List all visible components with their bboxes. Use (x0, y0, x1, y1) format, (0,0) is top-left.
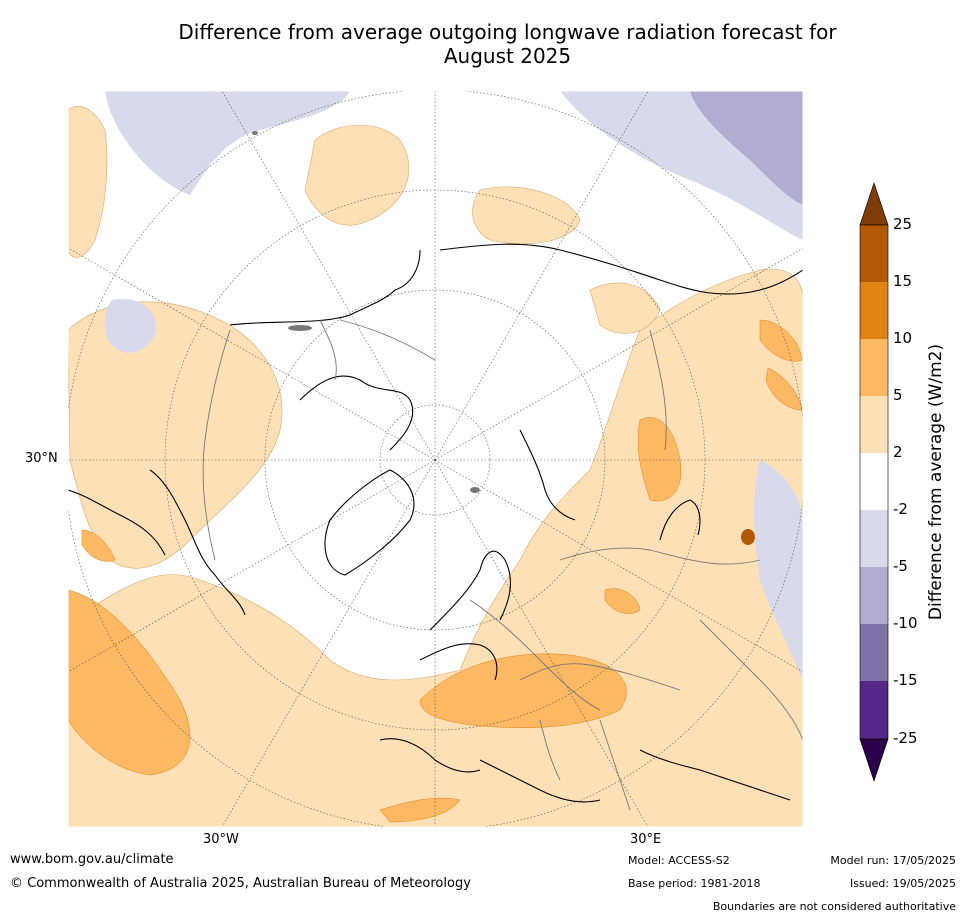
model-run-text: Model run: 17/05/2025 (830, 854, 956, 867)
lon-label-30e: 30°E (630, 832, 662, 847)
issued-text: Issued: 19/05/2025 (849, 877, 956, 890)
title-line-2: August 2025 (443, 44, 572, 68)
website-link[interactable]: www.bom.gov.au/climate (10, 852, 174, 867)
colorbar-outline (859, 224, 889, 740)
colorbar-segment-10-15 (860, 282, 888, 339)
map-panel (68, 91, 803, 827)
colorbar-tick: -2 (893, 500, 908, 518)
colorbar-tick: -5 (893, 557, 908, 575)
colorbar-tick: 5 (893, 386, 903, 404)
colorbar-segment-5-10 (860, 339, 888, 396)
lon-label-30w: 30°W (203, 832, 239, 847)
anomaly-neg5-to-neg10 (690, 91, 803, 205)
coastlines (68, 243, 803, 803)
disclaimer-text: Boundaries are not considered authoritat… (712, 900, 956, 913)
copyright-text: © Commonwealth of Australia 2025, Austra… (10, 876, 471, 891)
colorbar-segment-15-25 (860, 225, 888, 282)
colorbar-segment-neg25-neg15 (860, 681, 888, 739)
country-boundaries (202, 319, 803, 811)
colorbar-tick: -15 (893, 671, 918, 689)
colorbar-extend-min (859, 738, 889, 782)
anomaly-10-to-25 (741, 529, 755, 545)
colorbar-segment-2-5 (860, 396, 888, 453)
colorbar-segment-neg5-neg2 (860, 510, 888, 567)
title-line-1: Difference from average outgoing longwav… (178, 20, 837, 44)
colorbar-segment-neg2-2 (860, 453, 888, 510)
colorbar (859, 182, 889, 782)
map-frame (67, 90, 804, 828)
colorbar-tick: -10 (893, 614, 918, 632)
anomaly-5-to-10 (68, 319, 803, 823)
colorbar-tick: 25 (893, 215, 913, 233)
sea-ice (252, 131, 480, 493)
colorbar-segment-neg10-neg5 (860, 567, 888, 624)
colorbar-tick: 2 (893, 443, 903, 461)
map-title: Difference from average outgoing longwav… (60, 20, 955, 68)
graticule (68, 91, 803, 827)
model-text: Model: ACCESS-S2 (628, 854, 730, 867)
base-period-text: Base period: 1981-2018 (628, 877, 761, 890)
colorbar-segment-neg15-neg10 (860, 624, 888, 681)
colorbar-tick: -25 (893, 729, 918, 747)
colorbar-label: Difference from average (W/m2) (926, 343, 946, 621)
colorbar-tick: 15 (893, 272, 913, 290)
lat-label-30n: 30°N (25, 451, 58, 466)
colorbar-extend-max (859, 182, 889, 226)
colorbar-tick: 10 (893, 329, 913, 347)
